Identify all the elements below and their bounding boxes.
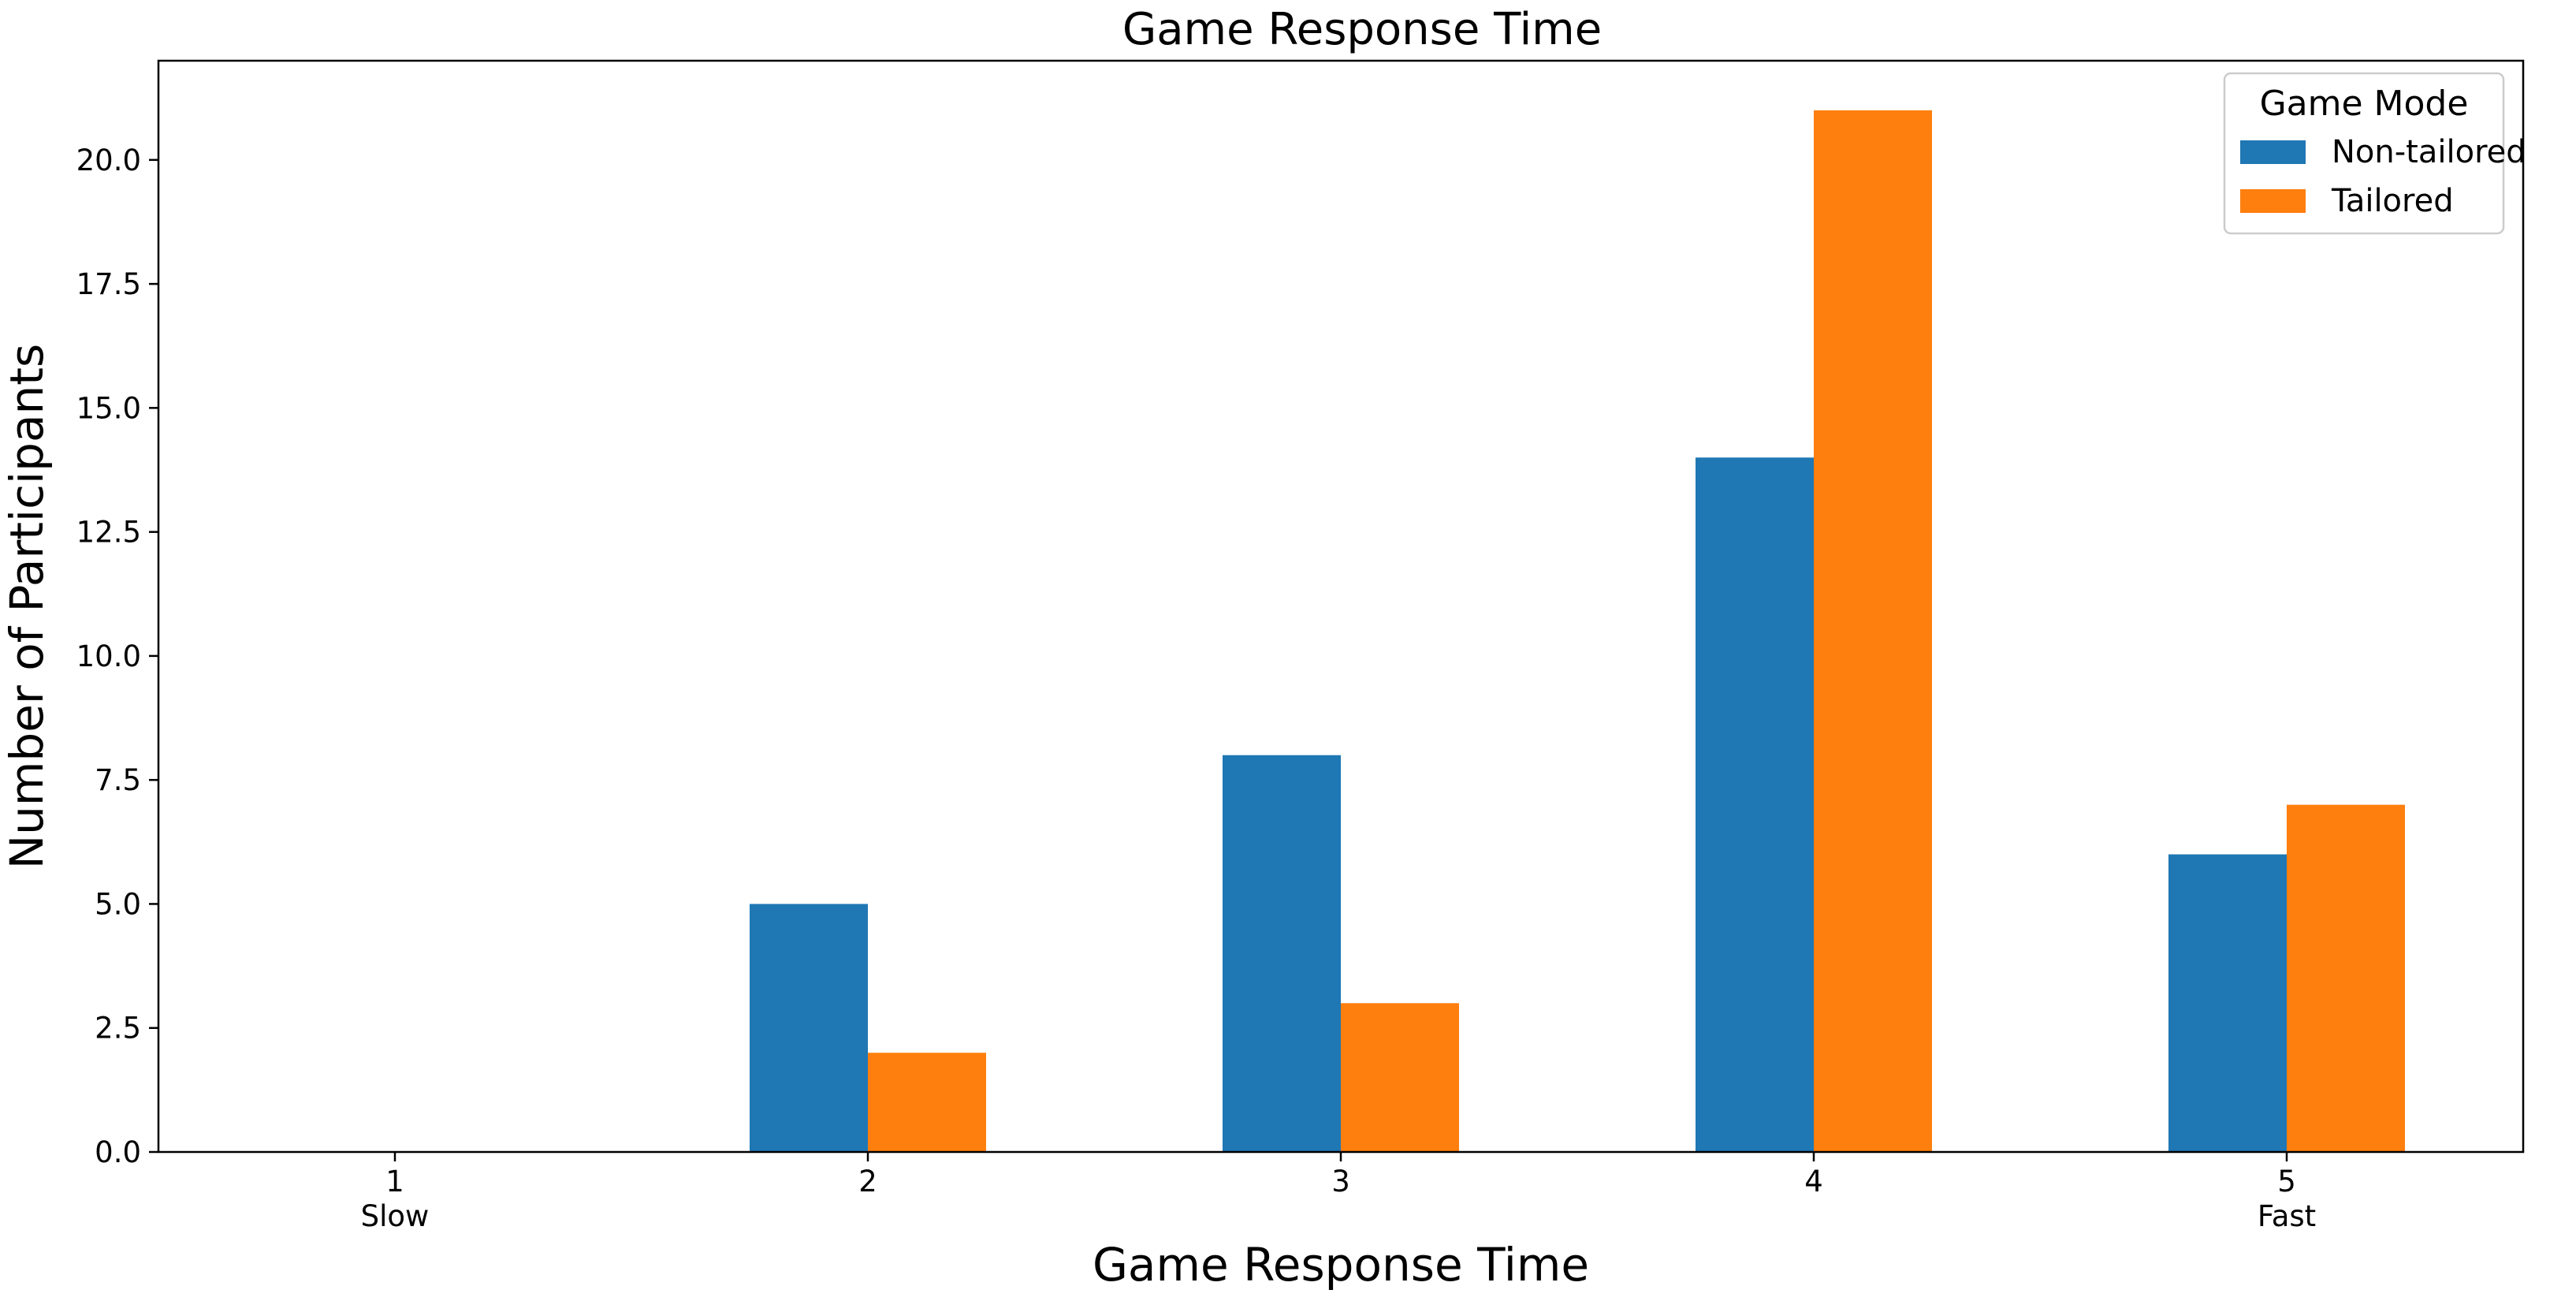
x-tick-sublabel: Slow [361, 1199, 430, 1233]
bar-non-tailored-4 [1696, 457, 1814, 1152]
x-tick-label: 5 [2277, 1165, 2296, 1198]
x-tick-label: 4 [1804, 1165, 1823, 1198]
bar-non-tailored-3 [1223, 755, 1341, 1152]
bar-tailored-2 [868, 1053, 986, 1152]
x-tick-label: 2 [858, 1165, 877, 1198]
bar-non-tailored-5 [2168, 854, 2287, 1152]
y-tick-label: 12.5 [76, 516, 141, 550]
y-tick-label: 7.5 [95, 763, 141, 797]
bar-tailored-3 [1341, 1003, 1459, 1152]
y-tick-label: 15.0 [76, 391, 141, 425]
y-tick-label: 10.0 [76, 639, 141, 673]
legend-title: Game Mode [2260, 84, 2469, 124]
bar-tailored-4 [1814, 110, 1932, 1153]
legend: Game Mode Non-tailored Tailored [2223, 72, 2526, 235]
y-tick-label: 5.0 [95, 887, 141, 921]
bars-layer [750, 110, 2405, 1153]
y-tick-label: 2.5 [95, 1012, 141, 1046]
x-tick-label: 1 [385, 1165, 404, 1198]
legend-label: Tailored [2331, 183, 2454, 219]
bar-non-tailored-2 [750, 904, 868, 1152]
y-tick-label: 20.0 [76, 144, 141, 177]
y-tick-label: 17.5 [76, 267, 141, 301]
y-axis-label: Number of Participants [0, 344, 54, 869]
bar-tailored-5 [2287, 804, 2405, 1152]
legend-swatch-tailored [2240, 189, 2306, 213]
y-tick-label: 0.0 [95, 1135, 141, 1169]
x-tick-sublabel: Fast [2258, 1199, 2316, 1233]
chart-title: Game Response Time [1122, 4, 1602, 55]
x-tick-label: 3 [1331, 1165, 1350, 1198]
y-axis: 0.0 2.5 5.0 7.5 10.0 12.5 15.0 17.5 20.0 [76, 144, 158, 1169]
x-axis-label: Game Response Time [1093, 1238, 1589, 1292]
legend-label: Non-tailored [2332, 134, 2526, 170]
legend-swatch-non-tailored [2240, 140, 2306, 164]
